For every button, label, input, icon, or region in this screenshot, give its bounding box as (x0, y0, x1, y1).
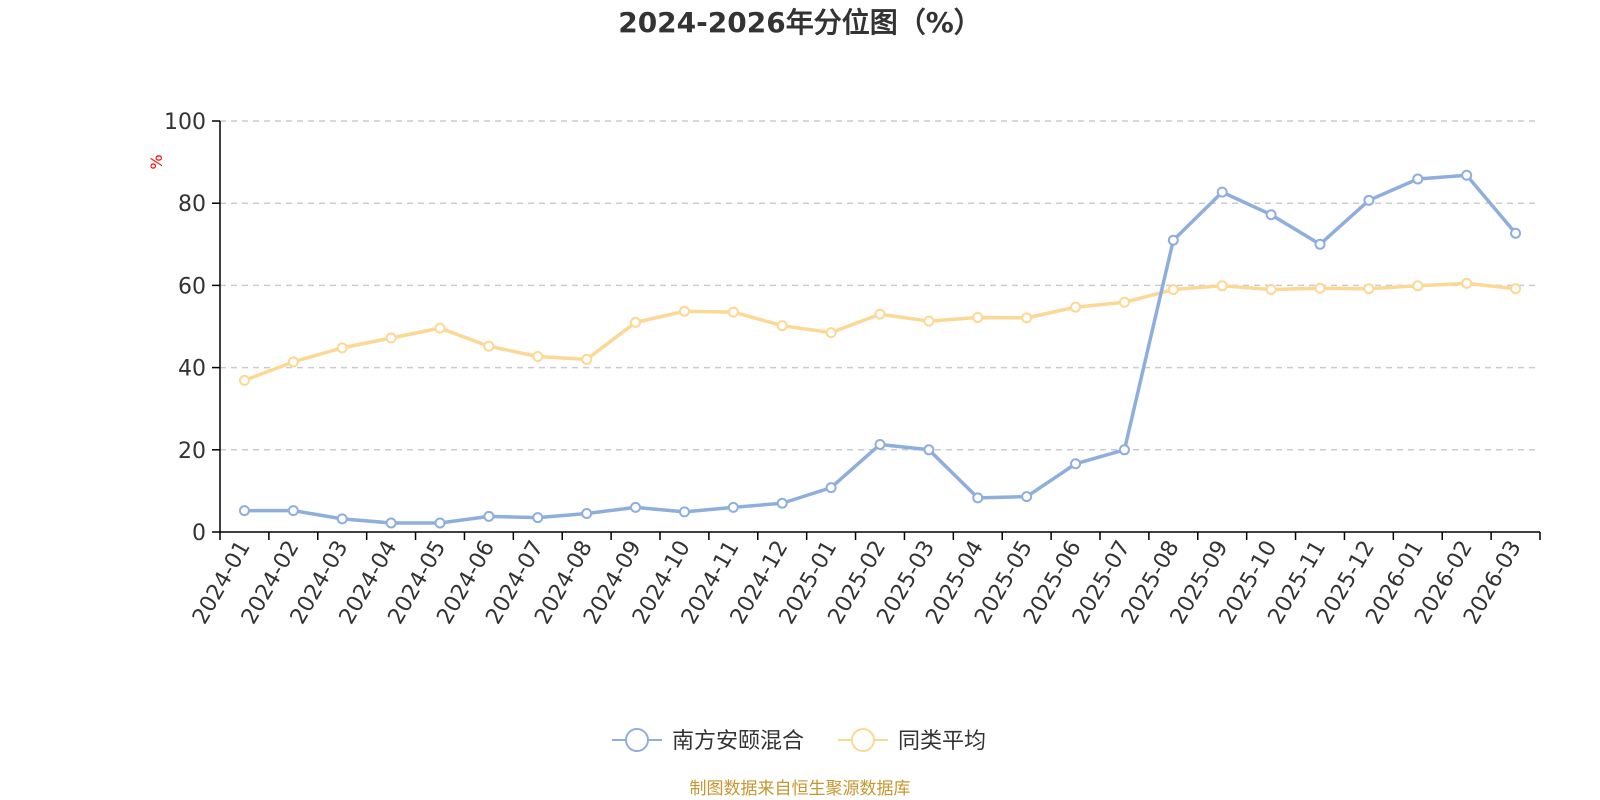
y-axis-unit-label: % (147, 154, 166, 169)
data-point-series-2 (1412, 280, 1424, 292)
legend-marker-icon (625, 728, 649, 752)
data-point-series-1 (238, 505, 250, 517)
data-point-series-2 (1363, 283, 1375, 295)
data-point-series-2 (434, 322, 446, 334)
data-point-series-2 (825, 327, 837, 339)
data-point-series-2 (923, 315, 935, 327)
data-source-note: 制图数据来自恒生聚源数据库 (690, 779, 911, 799)
series-line-2 (243, 281, 1516, 382)
data-point-series-2 (727, 306, 739, 318)
data-point-series-1 (972, 492, 984, 504)
data-point-series-2 (874, 308, 886, 320)
axes (212, 120, 1541, 540)
data-point-series-2 (1118, 296, 1130, 308)
data-point-series-1 (874, 438, 886, 450)
legend-item-1[interactable]: 南方安颐混合 (612, 728, 804, 754)
y-tick-label: 100 (164, 110, 206, 135)
data-point-series-2 (1167, 284, 1179, 296)
legend-item-2[interactable]: 同类平均 (838, 728, 986, 754)
data-point-series-2 (1070, 301, 1082, 313)
data-point-series-1 (1363, 194, 1375, 206)
data-point-series-1 (727, 501, 739, 513)
data-point-series-1 (1510, 227, 1522, 239)
data-point-series-2 (287, 356, 299, 368)
data-point-series-1 (1118, 444, 1130, 456)
chart-title: 2024-2026年分位图（%） (618, 6, 982, 39)
data-point-series-1 (385, 517, 397, 529)
legend[interactable]: 南方安颐混合 同类平均 (612, 728, 986, 754)
data-point-series-1 (630, 501, 642, 513)
y-tick-label: 20 (178, 439, 206, 464)
data-point-series-1 (434, 517, 446, 529)
data-point-series-1 (776, 497, 788, 509)
data-point-series-1 (483, 510, 495, 522)
legend-marker-icon (851, 728, 875, 752)
data-point-series-2 (581, 353, 593, 365)
legend-label: 南方安颐混合 (672, 729, 804, 754)
y-tick-label: 80 (178, 192, 206, 217)
data-point-series-2 (972, 311, 984, 323)
data-point-series-1 (1412, 173, 1424, 185)
data-point-series-1 (923, 444, 935, 456)
data-point-series-1 (678, 506, 690, 518)
data-point-series-2 (336, 342, 348, 354)
data-point-series-1 (336, 513, 348, 525)
data-point-series-2 (1021, 312, 1033, 324)
data-point-series-2 (1510, 283, 1522, 295)
data-point-series-2 (1461, 277, 1473, 289)
data-point-series-1 (532, 512, 544, 524)
data-point-series-1 (1265, 209, 1277, 221)
data-point-series-1 (1021, 491, 1033, 503)
y-tick-label: 60 (178, 274, 206, 299)
data-point-series-2 (776, 320, 788, 332)
data-point-series-2 (1216, 280, 1228, 292)
y-tick-labels: 0 20 40 60 80 100 (164, 110, 206, 546)
data-point-series-2 (238, 374, 250, 386)
data-point-series-2 (385, 332, 397, 344)
y-tick-label: 40 (178, 357, 206, 382)
x-tick-labels: 2024-012024-022024-032024-042024-052024-… (188, 537, 1527, 629)
data-point-series-2 (678, 305, 690, 317)
data-point-series-1 (581, 508, 593, 520)
data-point-series-1 (1461, 169, 1473, 181)
data-point-series-2 (1265, 284, 1277, 296)
data-point-series-2 (532, 351, 544, 363)
data-point-series-2 (630, 316, 642, 328)
data-point-series-2 (1314, 282, 1326, 294)
data-point-series-1 (1314, 238, 1326, 250)
data-point-series-1 (825, 482, 837, 494)
y-tick-label: 0 (192, 521, 206, 546)
grid-lines (220, 120, 1540, 451)
series-lines (238, 169, 1522, 529)
legend-label: 同类平均 (898, 729, 986, 754)
data-point-series-2 (483, 340, 495, 352)
data-point-series-1 (1070, 458, 1082, 470)
data-point-series-1 (1167, 234, 1179, 246)
series-line-1 (244, 173, 1517, 525)
data-point-series-1 (287, 505, 299, 517)
data-point-series-1 (1216, 186, 1228, 198)
